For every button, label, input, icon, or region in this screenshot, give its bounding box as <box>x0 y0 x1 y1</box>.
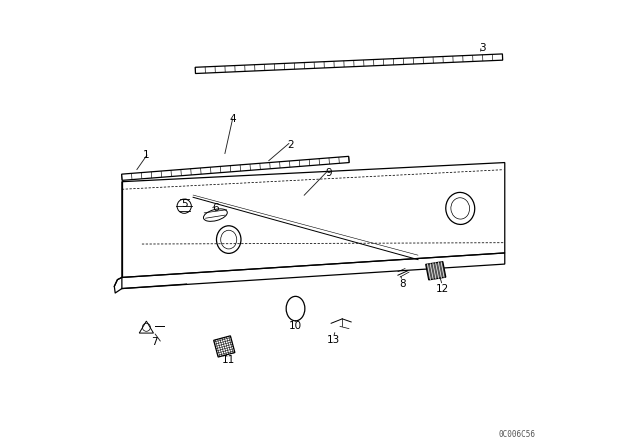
Text: 9: 9 <box>326 168 332 178</box>
Text: 1: 1 <box>143 150 150 160</box>
Text: 8: 8 <box>399 279 406 289</box>
Polygon shape <box>426 262 446 280</box>
Text: 4: 4 <box>230 114 237 125</box>
Text: 0C006C56: 0C006C56 <box>499 430 536 439</box>
Text: 5: 5 <box>181 199 188 209</box>
Text: 10: 10 <box>289 321 302 332</box>
Text: 6: 6 <box>212 203 219 213</box>
Text: 13: 13 <box>327 335 340 345</box>
Text: 11: 11 <box>222 355 236 365</box>
Text: 12: 12 <box>436 284 449 293</box>
Text: 3: 3 <box>479 43 486 53</box>
Text: 7: 7 <box>151 337 157 347</box>
Text: 2: 2 <box>288 140 294 150</box>
